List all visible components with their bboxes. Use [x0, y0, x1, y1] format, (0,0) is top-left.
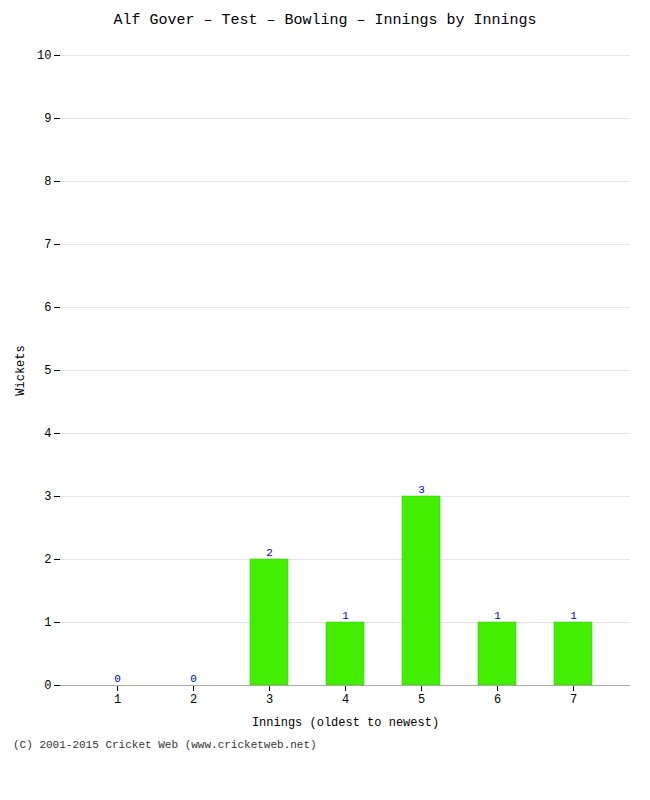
svg-text:1: 1 — [44, 616, 51, 630]
svg-text:6: 6 — [44, 301, 51, 315]
svg-text:2: 2 — [190, 693, 197, 707]
svg-text:0: 0 — [114, 673, 121, 685]
html-text:Alf Gover – Test – Bowling – I: Alf Gover – Test – Bowling – Innings by … — [113, 12, 537, 29]
svg-text:3: 3 — [44, 490, 51, 504]
svg-text:7: 7 — [570, 693, 577, 707]
svg-text:9: 9 — [44, 112, 51, 126]
svg-text:2: 2 — [266, 547, 273, 559]
svg-text:0: 0 — [190, 673, 197, 685]
svg-text:5: 5 — [418, 693, 425, 707]
svg-text:6: 6 — [494, 693, 501, 707]
svg-text:1: 1 — [114, 693, 121, 707]
svg-text:Wickets: Wickets — [14, 345, 28, 395]
svg-text:8: 8 — [44, 175, 51, 189]
svg-text:1: 1 — [570, 610, 577, 622]
svg-text:1: 1 — [494, 610, 501, 622]
svg-text:5: 5 — [44, 364, 51, 378]
svg-text:3: 3 — [418, 484, 425, 496]
svg-text:4: 4 — [342, 693, 349, 707]
svg-text:1: 1 — [342, 610, 349, 622]
svg-text:0: 0 — [44, 679, 51, 693]
svg-text:Innings (oldest to newest): Innings (oldest to newest) — [252, 716, 439, 730]
html-text:(C) 2001-2015 Cricket Web (www: (C) 2001-2015 Cricket Web (www.cricketwe… — [13, 739, 317, 751]
svg-text:3: 3 — [266, 693, 273, 707]
svg-text:7: 7 — [44, 238, 51, 252]
svg-text:4: 4 — [44, 427, 51, 441]
svg-text:2: 2 — [44, 553, 51, 567]
svg-text:10: 10 — [37, 49, 51, 63]
